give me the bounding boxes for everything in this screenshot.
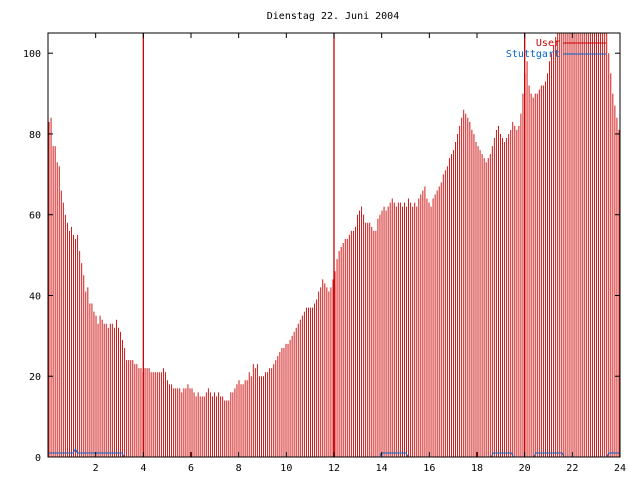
user-series	[48, 33, 620, 457]
x-tick-label: 4	[140, 463, 146, 474]
legend: User Stuttgart	[506, 38, 606, 60]
x-tick-label: 8	[236, 463, 242, 474]
x-tick-label: 22	[566, 463, 578, 474]
y-tick-label: 80	[29, 130, 41, 141]
legend-label-stuttgart: Stuttgart	[506, 49, 560, 60]
y-tick-label: 100	[23, 49, 41, 60]
x-tick-label: 6	[188, 463, 194, 474]
y-tick-label: 60	[29, 211, 41, 222]
x-tick-label: 20	[519, 463, 531, 474]
x-tick-label: 16	[423, 463, 435, 474]
y-tick-label: 40	[29, 291, 41, 302]
x-tick-label: 10	[280, 463, 292, 474]
y-tick-label: 0	[35, 453, 41, 464]
x-tick-label: 18	[471, 463, 483, 474]
legend-label-user: User	[536, 38, 560, 49]
x-tick-label: 2	[93, 463, 99, 474]
x-tick-label: 24	[614, 463, 626, 474]
chart-title: Dienstag 22. Juni 2004	[267, 11, 399, 22]
x-tick-label: 14	[376, 463, 388, 474]
y-tick-label: 20	[29, 372, 41, 383]
x-tick-label: 12	[328, 463, 340, 474]
